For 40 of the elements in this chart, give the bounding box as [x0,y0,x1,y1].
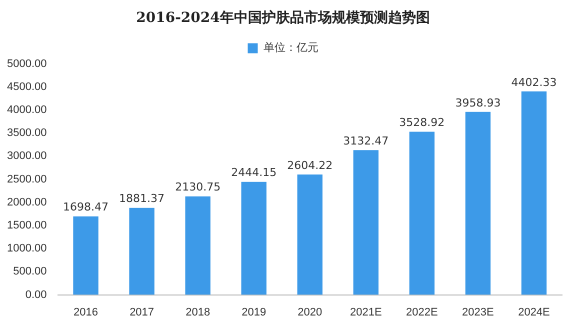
x-tick-label: 2024E [518,306,550,318]
data-label: 2130.75 [175,180,221,194]
data-label: 3528.92 [399,116,445,130]
y-tick-label: 1500.00 [6,220,47,232]
y-tick-label: 1000.00 [6,242,47,255]
data-label: 3132.47 [343,134,389,148]
bar [185,196,210,295]
data-label: 2604.22 [287,158,333,172]
y-tick-label: 0.00 [25,288,47,301]
x-tick-label: 2018 [186,306,210,318]
bar [129,208,154,295]
y-tick-label: 2000.00 [6,196,47,208]
x-tick-label: 2023E [462,306,494,318]
y-tick-label: 4500.00 [6,80,47,93]
y-tick-label: 3000.00 [6,150,47,162]
data-label: 3958.93 [455,96,501,110]
data-label: 1881.37 [119,192,165,206]
x-tick-label: 2019 [242,306,266,318]
bar [465,112,491,295]
bar [353,150,379,295]
chart-title: 2016-2024年中国护肤品市场规模预测趋势图 [136,9,430,26]
bar [241,182,266,295]
bar [521,91,547,295]
x-tick-label: 2020 [298,306,322,318]
y-tick-label: 2500.00 [6,173,47,186]
x-tick-label: 2017 [130,306,154,318]
x-tick-label: 2016 [74,306,98,318]
x-tick-label: 2021E [350,306,382,318]
bar [73,216,98,295]
bar [409,132,435,295]
x-tick-label: 2022E [406,306,438,318]
legend-label: 单位：亿元 [263,41,318,54]
y-tick-label: 5000.00 [6,58,47,70]
y-tick-label: 500.00 [13,266,47,278]
y-tick-label: 3500.00 [6,127,47,140]
data-label: 4402.33 [511,76,557,89]
data-label: 2444.15 [231,166,277,180]
y-tick-label: 4000.00 [6,104,47,116]
data-label: 1698.47 [63,200,109,214]
bar [297,174,322,295]
